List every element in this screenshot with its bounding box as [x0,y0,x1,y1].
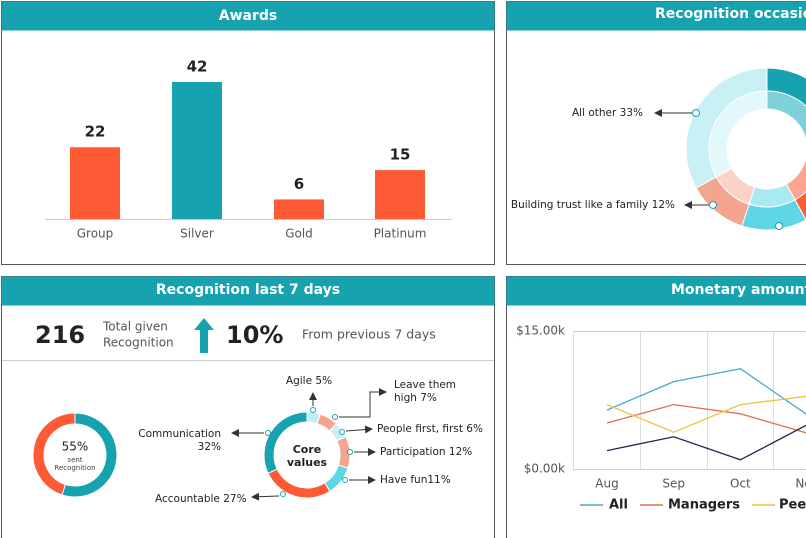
panel-header [506,276,806,306]
x-tick-label: Oct [730,477,751,491]
legend-label: All [609,498,628,513]
segment-label: Building trust like a family 12% [511,199,675,211]
panel-title: Recognition occasions [655,6,806,22]
value-label: 42 [187,58,208,76]
total-value: 216 [35,321,85,349]
leader-dot [775,222,783,230]
line-series [606,403,806,434]
donut-segment [263,411,308,474]
legend-label: Peers [779,498,806,513]
total-label: Total given [102,320,168,334]
center-label: sent [67,456,82,464]
segment-label: Have fun11% [380,474,451,486]
panel-title: Awards [219,8,277,24]
x-tick-label: Group [77,227,114,241]
center-label: values [287,456,328,469]
leader-dot [310,407,316,413]
line-series [606,395,806,433]
value-label: 15 [390,146,411,164]
panel-header [1,1,495,31]
x-tick-label: Sep [662,477,685,491]
legend-label: Managers [668,498,740,513]
leader-dot [692,109,700,117]
segment-label: People first, first 6% [377,423,483,435]
donut-segment [766,90,806,144]
leader-line [339,388,387,418]
segment-label: Communication [138,428,221,440]
y-tick-label: $0.00k [524,462,565,476]
bar [274,199,324,219]
segment-label: Agile 5% [286,375,332,387]
segment-label: Participation 12% [380,446,472,458]
monetary-panel [506,276,806,538]
donut-segment [32,412,76,496]
y-tick-label: $15.00k [516,324,565,338]
panel-title: Monetary amount spent [671,282,806,298]
x-tick-label: Silver [180,227,214,241]
leader-dot [280,491,286,497]
up-arrow [194,318,214,353]
leader-dot [709,201,717,209]
value-label: 6 [294,175,304,193]
total-label: Recognition [103,336,174,350]
donut-segment [794,191,806,221]
line-series [606,424,806,461]
change-value: 10% [226,321,283,349]
leader-dot [339,429,345,435]
leader-dot [342,477,348,483]
segment-label: Accountable 27% [155,493,247,505]
leader-dot [265,430,271,436]
bar [375,170,425,219]
awards-panel [1,1,495,265]
panel-header [506,1,806,31]
leader-dot [347,449,353,455]
center-label: Core [293,443,322,456]
change-caption: From previous 7 days [302,327,436,342]
donut-segment [708,90,768,178]
x-tick-label: Gold [285,227,313,241]
bar [172,82,222,219]
x-tick-label: Aug [595,477,618,491]
segment-label: high 7% [394,392,437,404]
value-label: 22 [85,123,106,141]
panel-header [1,276,495,306]
x-tick-label: Nov [795,477,806,491]
line-series [606,368,806,415]
segment-label: 32% [198,441,221,453]
segment-label: Leave them [394,379,456,391]
center-label: 55% [62,440,89,454]
panel-title: Recognition last 7 days [156,282,340,298]
segment-label: All other 33% [572,107,643,119]
center-label: Recognition [54,464,95,472]
last7-panel [1,276,495,538]
leader-dot [332,414,338,420]
x-tick-label: Platinum [374,227,427,241]
leader-line [251,492,280,501]
bar [70,147,120,219]
leader-line [345,425,373,434]
